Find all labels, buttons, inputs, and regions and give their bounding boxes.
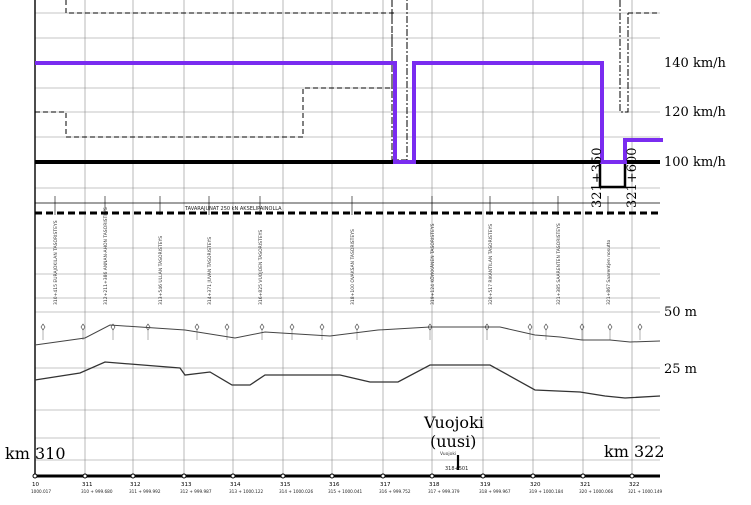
- dashed-limit-lower: [35, 0, 393, 138]
- height-label-25m: 25 m: [664, 362, 697, 377]
- km-grid-vertical: [84, 0, 633, 476]
- speed-limit-dip: [598, 162, 627, 189]
- km-start-label: km 310: [5, 444, 66, 463]
- gradient-markers: [40, 323, 643, 340]
- km-tick-label: 319: [480, 482, 491, 488]
- existing-speed-profile: [35, 0, 660, 138]
- km-chainage-label: 311 + 999.992: [129, 489, 161, 494]
- speed-label-120: 120 km/h: [664, 105, 727, 120]
- km-chainage-label: 321 + 1000.149: [628, 489, 662, 494]
- dash-dot-profile: [391, 0, 629, 161]
- level-crossings: 310+415 EURAJOKILAN TASORISTEYS 312+211+3…: [53, 196, 612, 305]
- km-tick-label: 320: [530, 482, 541, 488]
- km-tick-label: 311: [82, 482, 93, 488]
- grid-horizontal: [35, 12, 660, 461]
- km-chainage-label: 320 + 1000.066: [579, 489, 613, 494]
- dashed-limit-top: [65, 0, 395, 14]
- limit-marker-321-350: 321+350: [590, 147, 605, 208]
- new-speed-profile-line: [35, 61, 663, 164]
- crossing-label: 319+124 KÖYKKÄNEN TASORISTEYS: [429, 223, 436, 305]
- km-chainage-label: 318 + 999.967: [479, 489, 511, 494]
- station-small-name: Vuojoki: [440, 451, 456, 457]
- station-name-line1: Vuojoki: [423, 413, 484, 432]
- km-tick-marker: [429, 473, 435, 479]
- dash-dot-left: [391, 0, 408, 161]
- km-tick-label: 321: [580, 482, 591, 488]
- km-tick-label: 322: [629, 482, 640, 488]
- crossing-label: 312+211+386 ANNAN-AHON TASORISTEYS: [103, 207, 109, 305]
- km-tick-marker: [280, 473, 286, 479]
- km-tick-marker: [130, 473, 136, 479]
- crossing-label: 318+100 OVAKSAN TASORISTEYS: [350, 229, 356, 305]
- km-tick-marker: [480, 473, 486, 479]
- station-chainage: 318+501: [445, 466, 468, 472]
- km-chainage-label: 319 + 1000.184: [529, 489, 563, 494]
- height-label-50m: 50 m: [664, 305, 697, 320]
- station-name-line2: (uusi): [430, 432, 476, 451]
- crossing-label: 316+825 VUOJOEN TASORISTEYS: [258, 230, 264, 305]
- km-chainage-label: 312 + 999.987: [180, 489, 212, 494]
- km-tick-label: 317: [380, 482, 391, 488]
- crossing-label: 321+867 Saarentjen nosutto: [606, 239, 612, 305]
- km-tick-marker: [181, 473, 187, 479]
- km-tick-marker: [530, 473, 536, 479]
- km-chainage-label: 314 + 1000.026: [279, 489, 313, 494]
- km-chainage-label: 310 + 999.680: [81, 489, 113, 494]
- km-tick-label: 314: [230, 482, 241, 488]
- speed-label-100: 100 km/h: [664, 155, 727, 170]
- km-tick-label: 312: [130, 482, 141, 488]
- axle-load-note: TAVARAJUNAT 250 kN AKSELIPAINOLLA: [184, 206, 282, 212]
- km-chainage-label: 313 + 1000.122: [229, 489, 263, 494]
- dash-dot-right: [619, 0, 629, 113]
- crossing-label: 310+415 EURAJOKILAN TASORISTEYS: [53, 220, 59, 305]
- limit-marker-321-600: 321+600: [625, 147, 640, 208]
- km-end-label: km 322: [604, 442, 665, 461]
- grade-profile-line: [34, 324, 661, 346]
- km-tick-marker: [380, 473, 386, 479]
- km-tick-marker: [32, 473, 38, 479]
- km-chainage-label: 316 + 999.752: [379, 489, 411, 494]
- km-tick-label: 315: [280, 482, 291, 488]
- km-tick-label: 318: [429, 482, 440, 488]
- crossing-label: 313+546 ULLAN TASORISTEYS: [158, 236, 164, 305]
- crossing-label: 314+371 JUVAN TASORISTEYS: [207, 237, 213, 305]
- km-tick-label: 313: [181, 482, 192, 488]
- km-tick-marker: [580, 473, 586, 479]
- km-tick-marker: [629, 473, 635, 479]
- km-tick-marker: [82, 473, 88, 479]
- crossing-label: 321+385 SAARENTEN TASORISTEYS: [556, 223, 562, 305]
- speed-label-140: 140 km/h: [664, 56, 727, 71]
- km-tick-marker: [329, 473, 335, 479]
- km-chainage-label: 317 + 999.379: [428, 489, 460, 494]
- km-chainage-label: 1000.017: [31, 489, 51, 494]
- crossing-label: 320+517 RIKANTILAN TASORISTEYS: [488, 224, 494, 305]
- km-tick-marker: [230, 473, 236, 479]
- km-chainage-label: 315 + 1000.041: [328, 489, 362, 494]
- km-tick-label: 316: [329, 482, 340, 488]
- km-tick-label: 10: [32, 482, 39, 488]
- elevation-profile-line: [34, 361, 661, 399]
